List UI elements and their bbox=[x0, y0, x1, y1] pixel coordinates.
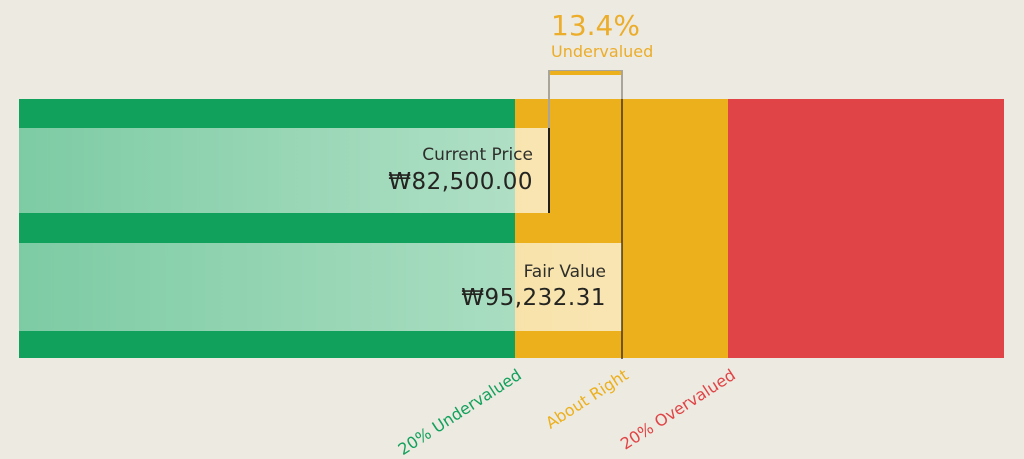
discount-percent-label: 13.4% bbox=[551, 9, 640, 42]
current-price-label: Current Price bbox=[422, 145, 533, 165]
fair-value-value: ₩95,232.31 bbox=[461, 285, 606, 312]
axis-label-about-right: About Right bbox=[542, 365, 632, 433]
axis-label-undervalued: 20% Undervalued bbox=[394, 365, 525, 459]
discount-status-label: Undervalued bbox=[551, 42, 654, 61]
axis-label-overvalued: 20% Overvalued bbox=[616, 365, 739, 454]
price-gap-bracket bbox=[549, 70, 623, 75]
current-price-marker-line bbox=[548, 70, 550, 213]
fair-value-callout: Fair Value ₩95,232.31 bbox=[19, 243, 622, 331]
zone-overvalued bbox=[728, 99, 1004, 358]
current-price-callout: Current Price ₩82,500.00 bbox=[19, 128, 549, 213]
current-price-value: ₩82,500.00 bbox=[388, 168, 533, 195]
fair-value-marker-line bbox=[621, 70, 623, 359]
fair-value-label: Fair Value bbox=[523, 261, 606, 282]
